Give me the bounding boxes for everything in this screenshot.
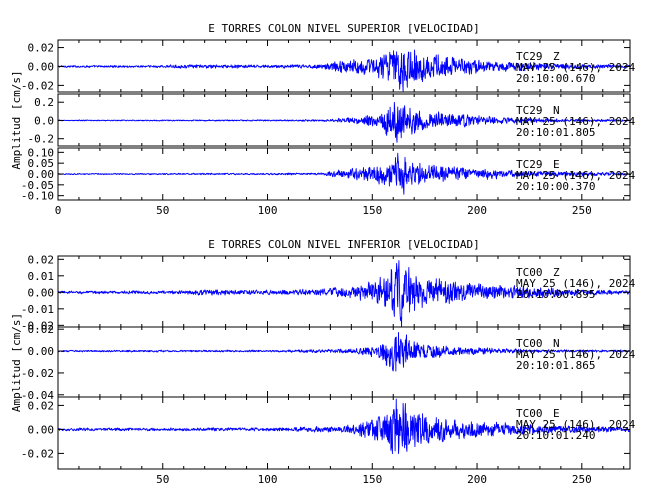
waveform-trace [57,260,631,328]
panel-frame [57,396,631,470]
date-label: MAY 25 (146), 2024 [516,277,636,290]
date-label: MAY 25 (146), 2024 [516,169,636,182]
chart-title: E TORRES COLON NIVEL SUPERIOR [VELOCIDAD… [208,22,480,35]
x-tick-label: 50 [156,473,169,486]
date-label: MAY 25 (146), 2024 [516,418,636,431]
date-label: MAY 25 (146), 2024 [516,115,636,128]
time-label: 20:10:00.370 [516,180,595,193]
x-tick-label: 100 [258,204,278,217]
y-tick-label: -0.01 [21,303,54,316]
x-tick-label: 200 [467,473,487,486]
y-tick-label: 0.0 [34,114,54,127]
x-tick-label: 100 [258,473,278,486]
y-tick-label: -0.02 [21,319,54,332]
station-label: TC29 [516,158,543,171]
component-label: N [553,337,560,350]
x-tick-label: 150 [362,204,382,217]
date-label: MAY 25 (146), 2024 [516,61,636,74]
station-label: TC00 [516,337,543,350]
component-label: N [553,104,560,117]
waveform-trace [57,152,631,195]
x-tick-label: 0 [55,204,62,217]
y-tick-label: 0.02 [28,399,55,412]
y-tick-label: 0.2 [34,96,54,109]
y-tick-label: 0.02 [28,253,55,266]
y-tick-label: 0.00 [28,345,55,358]
station-label: TC29 [516,50,543,63]
time-label: 20:10:01.240 [516,429,595,442]
y-tick-label: 0.00 [28,168,55,181]
y-tick-label: 0.01 [28,270,55,283]
y-tick-label: -0.2 [28,133,55,146]
y-tick-label: 0.02 [28,42,55,55]
x-tick-label: 200 [467,204,487,217]
time-label: 20:10:01.865 [516,359,595,372]
chart-title: E TORRES COLON NIVEL INFERIOR [VELOCIDAD… [208,238,480,251]
y-axis-label: Amplitud [cm/s] [10,313,23,412]
date-label: MAY 25 (146), 2024 [516,348,636,361]
x-tick-label: 150 [362,473,382,486]
y-tick-label: 0.05 [28,157,55,170]
component-label: E [553,158,560,171]
y-tick-label: -0.10 [21,190,54,203]
y-tick-label: 0.00 [28,423,55,436]
waveform-trace [57,331,631,372]
x-tick-label: 50 [156,204,169,217]
component-label: E [553,407,560,420]
y-tick-label: 0.02 [28,323,55,336]
y-axis-label: Amplitud [cm/s] [10,70,23,169]
y-tick-label: -0.02 [21,79,54,92]
y-tick-label: 0.00 [28,60,55,73]
time-label: 20:10:00.895 [516,288,595,301]
y-tick-label: -0.04 [21,389,54,402]
waveform-trace [57,398,631,455]
x-tick-label: 250 [572,473,592,486]
station-label: TC00 [516,266,543,279]
y-tick-label: 0.10 [28,146,55,159]
waveform-trace [57,49,631,92]
waveform-trace [57,101,631,143]
component-label: Z [553,50,560,63]
time-label: 20:10:01.805 [516,126,595,139]
y-tick-label: -0.05 [21,179,54,192]
time-label: 20:10:00.670 [516,72,595,85]
y-tick-label: -0.02 [21,367,54,380]
component-label: Z [553,266,560,279]
y-tick-label: 0.00 [28,286,55,299]
x-tick-label: 250 [572,204,592,217]
station-label: TC00 [516,407,543,420]
station-label: TC29 [516,104,543,117]
y-tick-label: -0.02 [21,447,54,460]
